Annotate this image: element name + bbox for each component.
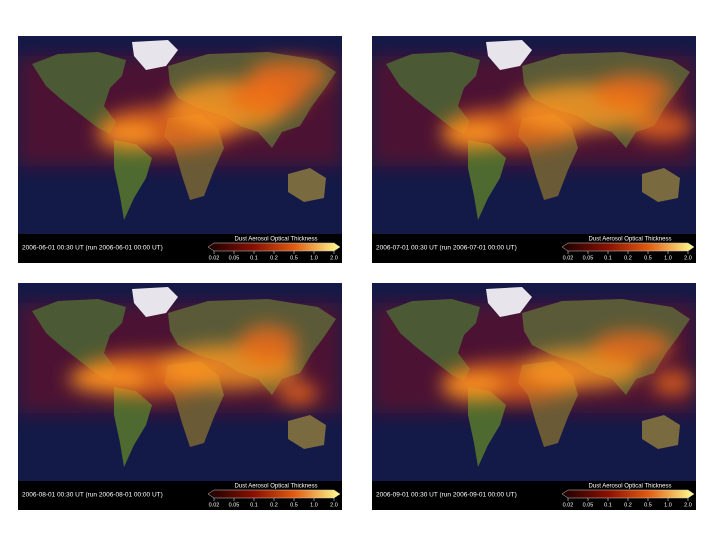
colorbar-tick-label: 1.0 — [664, 255, 672, 261]
timestamp: 2006-09-01 00:30 UT (run 2006-09-01 00:0… — [376, 492, 517, 499]
continent — [468, 140, 506, 220]
colorbar-title: Dust Aerosol Optical Thickness — [589, 237, 672, 243]
colorbar-tick-label: 0.5 — [290, 502, 298, 508]
plume — [592, 74, 672, 110]
colorbar — [207, 489, 341, 499]
map-image: 2006-08-01 00:30 UT (run 2006-08-01 00:0… — [18, 283, 342, 510]
continent — [288, 415, 326, 449]
colorbar-tick-label: 2.0 — [330, 255, 338, 261]
colorbar-tick-label: 0.2 — [624, 502, 632, 508]
continent — [132, 40, 178, 70]
colorbar-tick-label: 0.02 — [209, 255, 220, 261]
colorbar-tick-label: 1.0 — [310, 255, 318, 261]
colorbar-tick-label: 0.05 — [583, 255, 594, 261]
colorbar-tick-label: 0.5 — [290, 255, 298, 261]
colorbar — [561, 489, 695, 499]
map-panel: 2006-06-01 00:30 UT (run 2006-06-01 00:0… — [18, 36, 342, 263]
continent — [486, 40, 532, 70]
colorbar — [561, 242, 695, 252]
colorbar-tick-label: 0.5 — [644, 255, 652, 261]
colorbar-tick-label: 0.05 — [583, 502, 594, 508]
plume — [632, 112, 692, 140]
timestamp: 2006-06-01 00:30 UT (run 2006-06-01 00:0… — [22, 245, 163, 252]
plume — [442, 122, 502, 150]
colorbar-title: Dust Aerosol Optical Thickness — [235, 237, 318, 243]
colorbar-tick-label: 0.1 — [250, 255, 258, 261]
colorbar-tick-label: 1.0 — [664, 502, 672, 508]
colorbar-tick-label: 2.0 — [330, 502, 338, 508]
plume — [442, 373, 502, 401]
colorbar-tick-label: 0.1 — [604, 502, 612, 508]
dust-plume — [442, 74, 692, 150]
plume — [652, 371, 692, 395]
colorbar-tick-label: 0.02 — [209, 502, 220, 508]
colorbar-tick-label: 2.0 — [684, 502, 692, 508]
continent — [386, 299, 480, 381]
continent — [386, 52, 480, 134]
continent — [32, 52, 126, 134]
continent — [642, 415, 680, 449]
colorbar-title: Dust Aerosol Optical Thickness — [589, 484, 672, 490]
colorbar-tick-label: 0.02 — [563, 255, 574, 261]
map-panel: 2006-09-01 00:30 UT (run 2006-09-01 00:0… — [372, 283, 696, 510]
continent — [288, 168, 326, 202]
continent — [468, 387, 506, 467]
colorbar-title: Dust Aerosol Optical Thickness — [235, 484, 318, 490]
plume — [98, 122, 158, 150]
colorbar-tick-label: 0.2 — [270, 255, 278, 261]
colorbar-tick-label: 0.05 — [229, 255, 240, 261]
dust-plume — [98, 60, 328, 150]
continent — [132, 287, 178, 317]
plume — [592, 331, 672, 363]
dust-plume — [442, 331, 692, 401]
map-panel: 2006-08-01 00:30 UT (run 2006-08-01 00:0… — [18, 283, 342, 510]
dust-plume — [68, 325, 318, 405]
colorbar-tick-label: 0.1 — [604, 255, 612, 261]
colorbar-tick-label: 0.2 — [624, 255, 632, 261]
colorbar-tick-label: 1.0 — [310, 502, 318, 508]
colorbar-tick-label: 0.1 — [250, 502, 258, 508]
continent — [114, 140, 152, 220]
colorbar — [207, 242, 341, 252]
map-image: 2006-06-01 00:30 UT (run 2006-06-01 00:0… — [18, 36, 342, 263]
colorbar-tick-label: 0.05 — [229, 502, 240, 508]
colorbar-tick-label: 2.0 — [684, 255, 692, 261]
map-image: 2006-09-01 00:30 UT (run 2006-09-01 00:0… — [372, 283, 696, 510]
plume — [278, 381, 318, 405]
map-image: 2006-07-01 00:30 UT (run 2006-07-01 00:0… — [372, 36, 696, 263]
continent — [114, 387, 152, 467]
timestamp: 2006-08-01 00:30 UT (run 2006-08-01 00:0… — [22, 492, 163, 499]
plume — [248, 60, 328, 92]
plume — [238, 325, 298, 365]
colorbar-tick-label: 0.02 — [563, 502, 574, 508]
plume — [68, 365, 148, 393]
map-panel: 2006-07-01 00:30 UT (run 2006-07-01 00:0… — [372, 36, 696, 263]
timestamp: 2006-07-01 00:30 UT (run 2006-07-01 00:0… — [376, 245, 517, 252]
continent — [642, 168, 680, 202]
continent — [486, 287, 532, 317]
colorbar-tick-label: 0.2 — [270, 502, 278, 508]
colorbar-tick-label: 0.5 — [644, 502, 652, 508]
